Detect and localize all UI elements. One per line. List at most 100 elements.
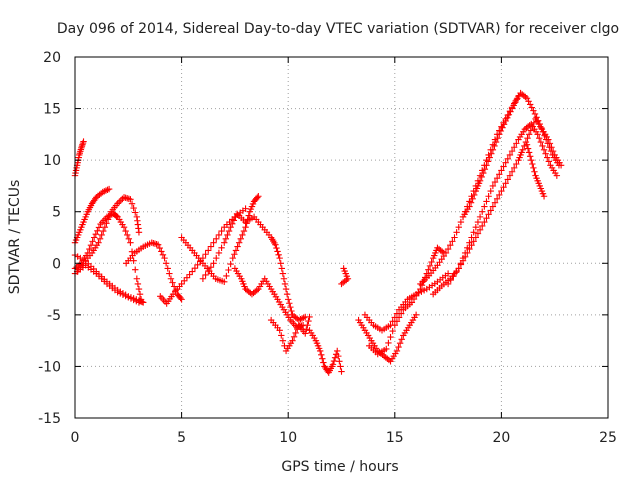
plot-frame <box>74 56 609 419</box>
data-point <box>132 266 139 273</box>
data-point <box>471 191 478 199</box>
data-point <box>449 238 456 245</box>
data-point <box>444 280 452 288</box>
data-point <box>95 239 102 246</box>
data-point <box>389 327 396 335</box>
data-point <box>505 111 513 118</box>
data-point <box>500 184 507 191</box>
data-point <box>106 212 113 219</box>
series-arc-13 <box>306 327 345 376</box>
series-arc-17 <box>366 244 448 358</box>
axes: 0 5 10 15 20 25 -15 -10 -5 0 5 10 15 20 <box>38 50 617 446</box>
data-point <box>122 227 129 235</box>
data-point <box>92 230 99 238</box>
data-point <box>276 254 283 262</box>
data-point <box>127 239 134 246</box>
data-point <box>335 352 342 360</box>
data-point <box>481 203 488 210</box>
series-arc-16 <box>361 270 452 334</box>
data-point <box>132 209 139 216</box>
data-point <box>546 140 554 147</box>
data-point <box>102 187 110 194</box>
data-point <box>229 254 236 262</box>
data-point <box>278 332 285 339</box>
data-point <box>489 146 497 154</box>
data-point <box>240 227 248 235</box>
data-point <box>476 177 484 184</box>
x-axis-label: GPS time / hours <box>281 459 398 475</box>
data-point <box>408 299 416 306</box>
data-point <box>232 247 240 254</box>
data-point <box>496 131 503 138</box>
data-point <box>415 289 422 296</box>
data-point <box>494 135 501 142</box>
data-point <box>519 146 526 154</box>
data-point <box>544 154 551 161</box>
data-point <box>218 227 225 235</box>
data-point <box>470 238 477 245</box>
data-point <box>397 310 405 317</box>
data-point <box>483 198 490 205</box>
x-tick-label: 0 <box>71 430 80 446</box>
data-point <box>101 223 109 231</box>
data-point <box>395 314 403 321</box>
data-point <box>442 249 450 257</box>
data-point <box>274 248 281 255</box>
data-point <box>502 159 509 166</box>
data-point <box>542 150 549 157</box>
data-point <box>225 227 233 235</box>
data-point <box>229 220 236 228</box>
data-point <box>135 299 143 306</box>
data-point <box>287 303 294 311</box>
data-point <box>540 146 548 154</box>
data-point <box>553 172 561 179</box>
series-arc-21 <box>459 92 522 221</box>
data-point <box>90 234 98 241</box>
data-point <box>504 155 511 163</box>
y-tick-label: -15 <box>38 411 61 427</box>
data-point <box>96 235 104 242</box>
data-point <box>230 217 238 224</box>
data-point <box>305 317 312 325</box>
data-point <box>199 275 207 282</box>
data-point <box>104 216 112 223</box>
data-point <box>531 168 538 175</box>
data-point <box>100 227 107 235</box>
data-point <box>513 140 520 147</box>
data-point <box>279 270 287 277</box>
data-point <box>412 311 420 319</box>
data-point <box>452 269 460 276</box>
data-point <box>481 165 489 173</box>
data-point <box>504 114 511 122</box>
data-point <box>487 187 494 195</box>
data-point <box>239 231 246 239</box>
data-point <box>164 265 171 272</box>
x-tick-label: 10 <box>279 430 297 446</box>
data-point <box>540 193 548 200</box>
data-point <box>493 174 501 182</box>
data-point <box>215 231 223 239</box>
data-point <box>528 104 535 111</box>
data-point <box>472 223 480 231</box>
data-point <box>103 220 110 227</box>
data-point <box>480 169 487 177</box>
data-point <box>282 285 290 293</box>
series-arc-6 <box>71 262 143 306</box>
data-point <box>207 243 215 250</box>
data-point <box>281 280 289 288</box>
data-point <box>474 230 482 237</box>
data-point <box>303 326 310 333</box>
data-point <box>154 241 162 248</box>
series-arc-12 <box>267 313 313 355</box>
y-tick-label: 15 <box>43 102 61 118</box>
data-point <box>464 249 471 257</box>
data-point <box>457 218 465 226</box>
data-point <box>273 244 280 252</box>
data-point <box>478 173 485 181</box>
data-point <box>467 199 475 206</box>
data-point <box>125 235 133 242</box>
data-point <box>534 131 541 138</box>
data-point <box>530 107 537 114</box>
data-point <box>289 337 296 344</box>
